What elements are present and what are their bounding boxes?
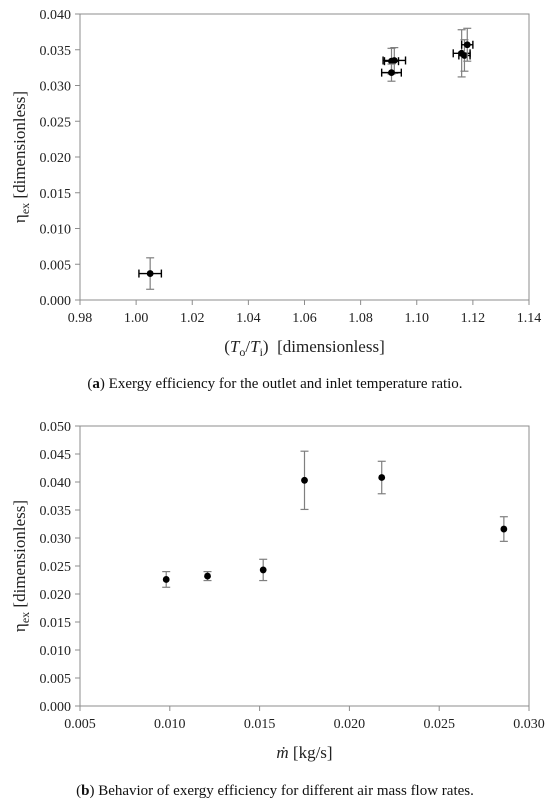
- y-tick-label: 0.010: [40, 644, 72, 659]
- x-axis-title: ṁ [kg/s]: [276, 743, 332, 762]
- data-point: [204, 572, 211, 580]
- data-point: [259, 566, 267, 574]
- data-point-group: [380, 63, 403, 82]
- x-tick-label: 0.005: [64, 717, 96, 732]
- y-tick-label: 0.005: [40, 672, 72, 687]
- y-tick-label: 0.020: [40, 151, 72, 166]
- chart-a: 0.000 0.005 0.010 0.015 0.020 0.025 0.030 0.035…: [10, 8, 541, 359]
- data-point-group: [460, 27, 474, 62]
- y-tick-label: 0.015: [40, 187, 72, 202]
- x-tick-label: 1.12: [461, 311, 486, 326]
- y-tick-label: 0.030: [40, 532, 72, 547]
- y-tick-label: 0.025: [40, 115, 72, 130]
- data-point: [500, 525, 508, 533]
- x-tick-label: 1.00: [124, 311, 149, 326]
- data-point: [146, 270, 154, 277]
- x-tick-label: 0.030: [513, 717, 545, 732]
- caption-b-text: Behavior of exergy efficiency for differ…: [94, 783, 474, 799]
- x-tick-label: 1.14: [517, 311, 542, 326]
- y-tick-label: 0.000: [40, 700, 72, 715]
- x-axis-title: (To/Ti) [dimensionless]: [224, 337, 385, 359]
- x-tick-label: 0.025: [423, 717, 455, 732]
- y-tick-label: 0.010: [40, 223, 72, 238]
- caption-b-letter: b: [81, 783, 90, 799]
- y-tick-label: 0.040: [40, 476, 72, 491]
- data-point-group: [162, 570, 171, 588]
- y-tick-label: 0.005: [40, 258, 72, 273]
- y-tick-label: 0.030: [40, 80, 72, 95]
- y-tick-label: 0.040: [40, 8, 72, 23]
- y-tick-label: 0.015: [40, 616, 72, 631]
- x-tick-label: 0.010: [154, 717, 186, 732]
- y-tick-label: 0.025: [40, 560, 72, 575]
- caption-b: (b) Behavior of exergy efficiency for di…: [76, 783, 474, 799]
- y-tick-label: 0.020: [40, 588, 72, 603]
- x-tick-label: 0.015: [244, 717, 276, 732]
- y-tick-label: 0.000: [40, 294, 72, 309]
- y-axis-title: ηex [dimensionless]: [10, 91, 32, 223]
- caption-a: (a) Exergy efficiency for the outlet and…: [87, 376, 463, 392]
- data-point-group: [138, 257, 163, 290]
- data-point-group: [259, 558, 268, 582]
- data-point: [390, 57, 398, 64]
- x-tick-label: 1.08: [348, 311, 373, 326]
- data-point: [378, 474, 386, 481]
- y-tick-label: 0.035: [40, 44, 72, 59]
- data-point: [301, 476, 308, 484]
- x-tick-label: 1.06: [292, 311, 317, 326]
- data-point-group: [300, 450, 309, 511]
- x-tick-label: 1.10: [405, 311, 430, 326]
- data-point: [461, 52, 468, 59]
- data-point: [463, 41, 471, 49]
- data-point: [388, 69, 395, 77]
- data-point-group: [499, 516, 508, 542]
- x-tick-label: 1.04: [236, 311, 261, 326]
- data-point-group: [203, 570, 212, 582]
- x-tick-label: 0.98: [68, 311, 93, 326]
- y-tick-label: 0.050: [40, 420, 72, 435]
- data-point: [162, 576, 170, 583]
- y-tick-label: 0.045: [40, 448, 72, 463]
- y-tick-label: 0.035: [40, 504, 72, 519]
- data-point-group: [377, 460, 386, 495]
- data-point-group: [382, 47, 407, 74]
- caption-a-text: Exergy efficiency for the outlet and inl…: [104, 376, 463, 392]
- y-axis-title: ηex [dimensionless]: [10, 500, 32, 632]
- caption-a-letter: a: [92, 376, 100, 392]
- chart-b: 0.000 0.005 0.010 0.015 0.020 0.025 0.030 0.035…: [10, 420, 545, 762]
- x-tick-label: 1.02: [180, 311, 205, 326]
- x-tick-label: 0.020: [334, 717, 366, 732]
